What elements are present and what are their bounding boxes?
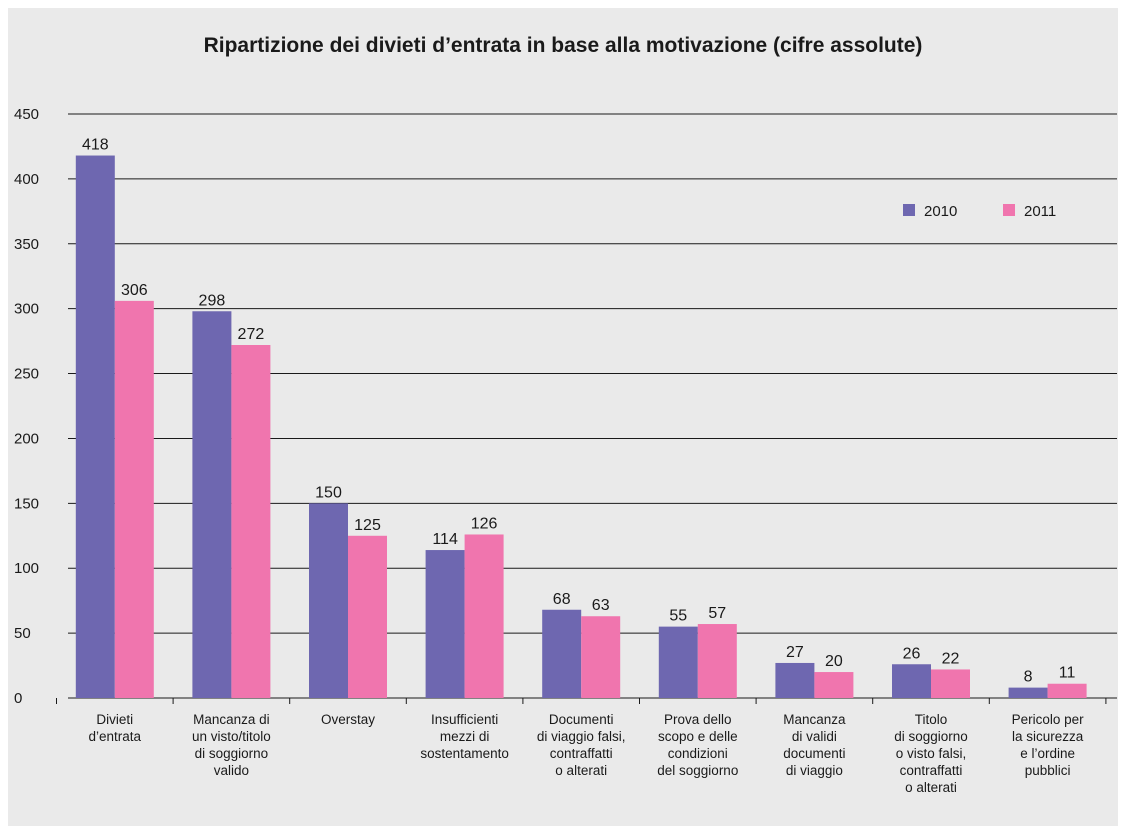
- bar-2010: [775, 662, 815, 698]
- category-label-line: Divieti: [96, 712, 133, 727]
- category-label-line: la sicurezza: [1012, 729, 1084, 744]
- category-label-line: di soggiorno: [195, 746, 269, 761]
- y-tick-label: 150: [14, 495, 39, 512]
- data-label: 22: [942, 650, 960, 667]
- bar-2011: [581, 616, 621, 698]
- bar-2010: [542, 609, 582, 698]
- category-label: Documenti di viaggio falsi, contraffatti o …: [537, 712, 626, 778]
- y-tick-label: 400: [14, 171, 39, 188]
- y-tick-label: 350: [14, 236, 39, 253]
- category-label: Overstay: [321, 712, 375, 727]
- bar-2011: [114, 300, 154, 698]
- category-label-line: o alterati: [905, 780, 957, 795]
- category-label-line: sostentamento: [420, 746, 509, 761]
- category-label: Mancanza di validi documenti di viaggio: [783, 712, 846, 778]
- category-label-line: contraffatti: [550, 746, 613, 761]
- bar-2010: [892, 664, 931, 698]
- data-label: 26: [903, 645, 921, 662]
- data-label: 272: [238, 326, 265, 343]
- legend-label: 2011: [1024, 203, 1056, 220]
- bar-2010: [1008, 687, 1048, 698]
- category-label-line: contraffatti: [900, 763, 963, 778]
- data-label: 298: [199, 292, 226, 309]
- data-label: 418: [82, 137, 109, 154]
- chart-title: Ripartizione dei divieti d’entrata in ba…: [203, 34, 923, 57]
- legend-swatch-2011: [1003, 204, 1015, 216]
- category-label-line: di soggiorno: [894, 729, 968, 744]
- category-label: Insufficienti mezzi di sostentamento: [420, 712, 509, 761]
- bar-2011: [231, 345, 271, 698]
- category-label-line: valido: [214, 763, 249, 778]
- bar-2011: [931, 669, 970, 698]
- category-label-line: del soggiorno: [657, 763, 738, 778]
- category-label-line: mezzi di: [440, 729, 490, 744]
- category-label-line: o visto falsi,: [896, 746, 967, 761]
- bar-2011: [814, 672, 854, 698]
- data-label: 63: [592, 597, 610, 614]
- category-label-line: o alterati: [555, 763, 607, 778]
- category-label-line: Documenti: [549, 712, 614, 727]
- bar-2011: [1047, 683, 1087, 698]
- category-label-line: Mancanza: [783, 712, 846, 727]
- category-label-line: di viaggio falsi,: [537, 729, 626, 744]
- category-label-line: Pericolo per: [1012, 712, 1085, 727]
- category-label-line: un visto/titolo: [192, 729, 271, 744]
- data-label: 55: [669, 608, 687, 625]
- category-label: Pericolo per la sicurezza e l’ordine pubbli…: [1012, 712, 1085, 778]
- category-label-line: scopo e delle: [658, 729, 738, 744]
- category-label-line: e l’ordine: [1020, 746, 1075, 761]
- category-label-line: Overstay: [321, 712, 375, 727]
- data-label: 68: [553, 591, 571, 608]
- data-label: 11: [1059, 665, 1076, 682]
- bar-2010: [309, 503, 348, 698]
- category-label: Divieti d’entrata: [89, 712, 142, 744]
- category-label-line: di validi: [792, 729, 837, 744]
- y-tick-label: 300: [14, 301, 39, 318]
- data-label: 57: [708, 605, 726, 622]
- legend-swatch-2010: [903, 204, 915, 216]
- data-label: 150: [315, 484, 342, 501]
- bar-2011: [348, 535, 387, 698]
- bar-2010: [192, 311, 232, 698]
- y-tick-label: 450: [14, 106, 39, 123]
- y-tick-label: 200: [14, 430, 39, 447]
- data-label: 114: [432, 531, 458, 548]
- bar-2010: [658, 626, 698, 698]
- y-tick-label: 250: [14, 366, 39, 383]
- category-label-line: Titolo: [915, 712, 948, 727]
- bar-2011: [697, 624, 737, 698]
- data-label: 8: [1024, 669, 1033, 686]
- category-label-line: condizioni: [668, 746, 728, 761]
- category-label-line: Mancanza di: [193, 712, 270, 727]
- data-label: 126: [471, 515, 498, 532]
- category-label: Mancanza di un visto/titolo di soggiorno va…: [192, 712, 271, 778]
- bar-2010: [425, 550, 465, 698]
- category-label: Prova dello scopo e delle condizioni del so…: [657, 712, 738, 778]
- y-tick-label: 50: [14, 625, 31, 642]
- category-label-line: documenti: [783, 746, 845, 761]
- bar-2010: [75, 155, 115, 699]
- y-tick-label: 0: [14, 690, 22, 707]
- bar-2011: [464, 534, 504, 698]
- y-tick-label: 100: [14, 560, 39, 577]
- category-label-line: di viaggio: [786, 763, 843, 778]
- category-label-line: pubblici: [1025, 763, 1071, 778]
- data-label: 306: [121, 282, 148, 299]
- data-label: 20: [825, 653, 843, 670]
- data-label: 125: [354, 517, 381, 534]
- data-label: 27: [786, 644, 804, 661]
- category-label: Titolo di soggiorno o visto falsi, contraff…: [894, 712, 968, 795]
- category-label-line: d’entrata: [89, 729, 142, 744]
- category-label-line: Prova dello: [664, 712, 732, 727]
- category-label-line: Insufficienti: [431, 712, 498, 727]
- legend-label: 2010: [924, 203, 957, 220]
